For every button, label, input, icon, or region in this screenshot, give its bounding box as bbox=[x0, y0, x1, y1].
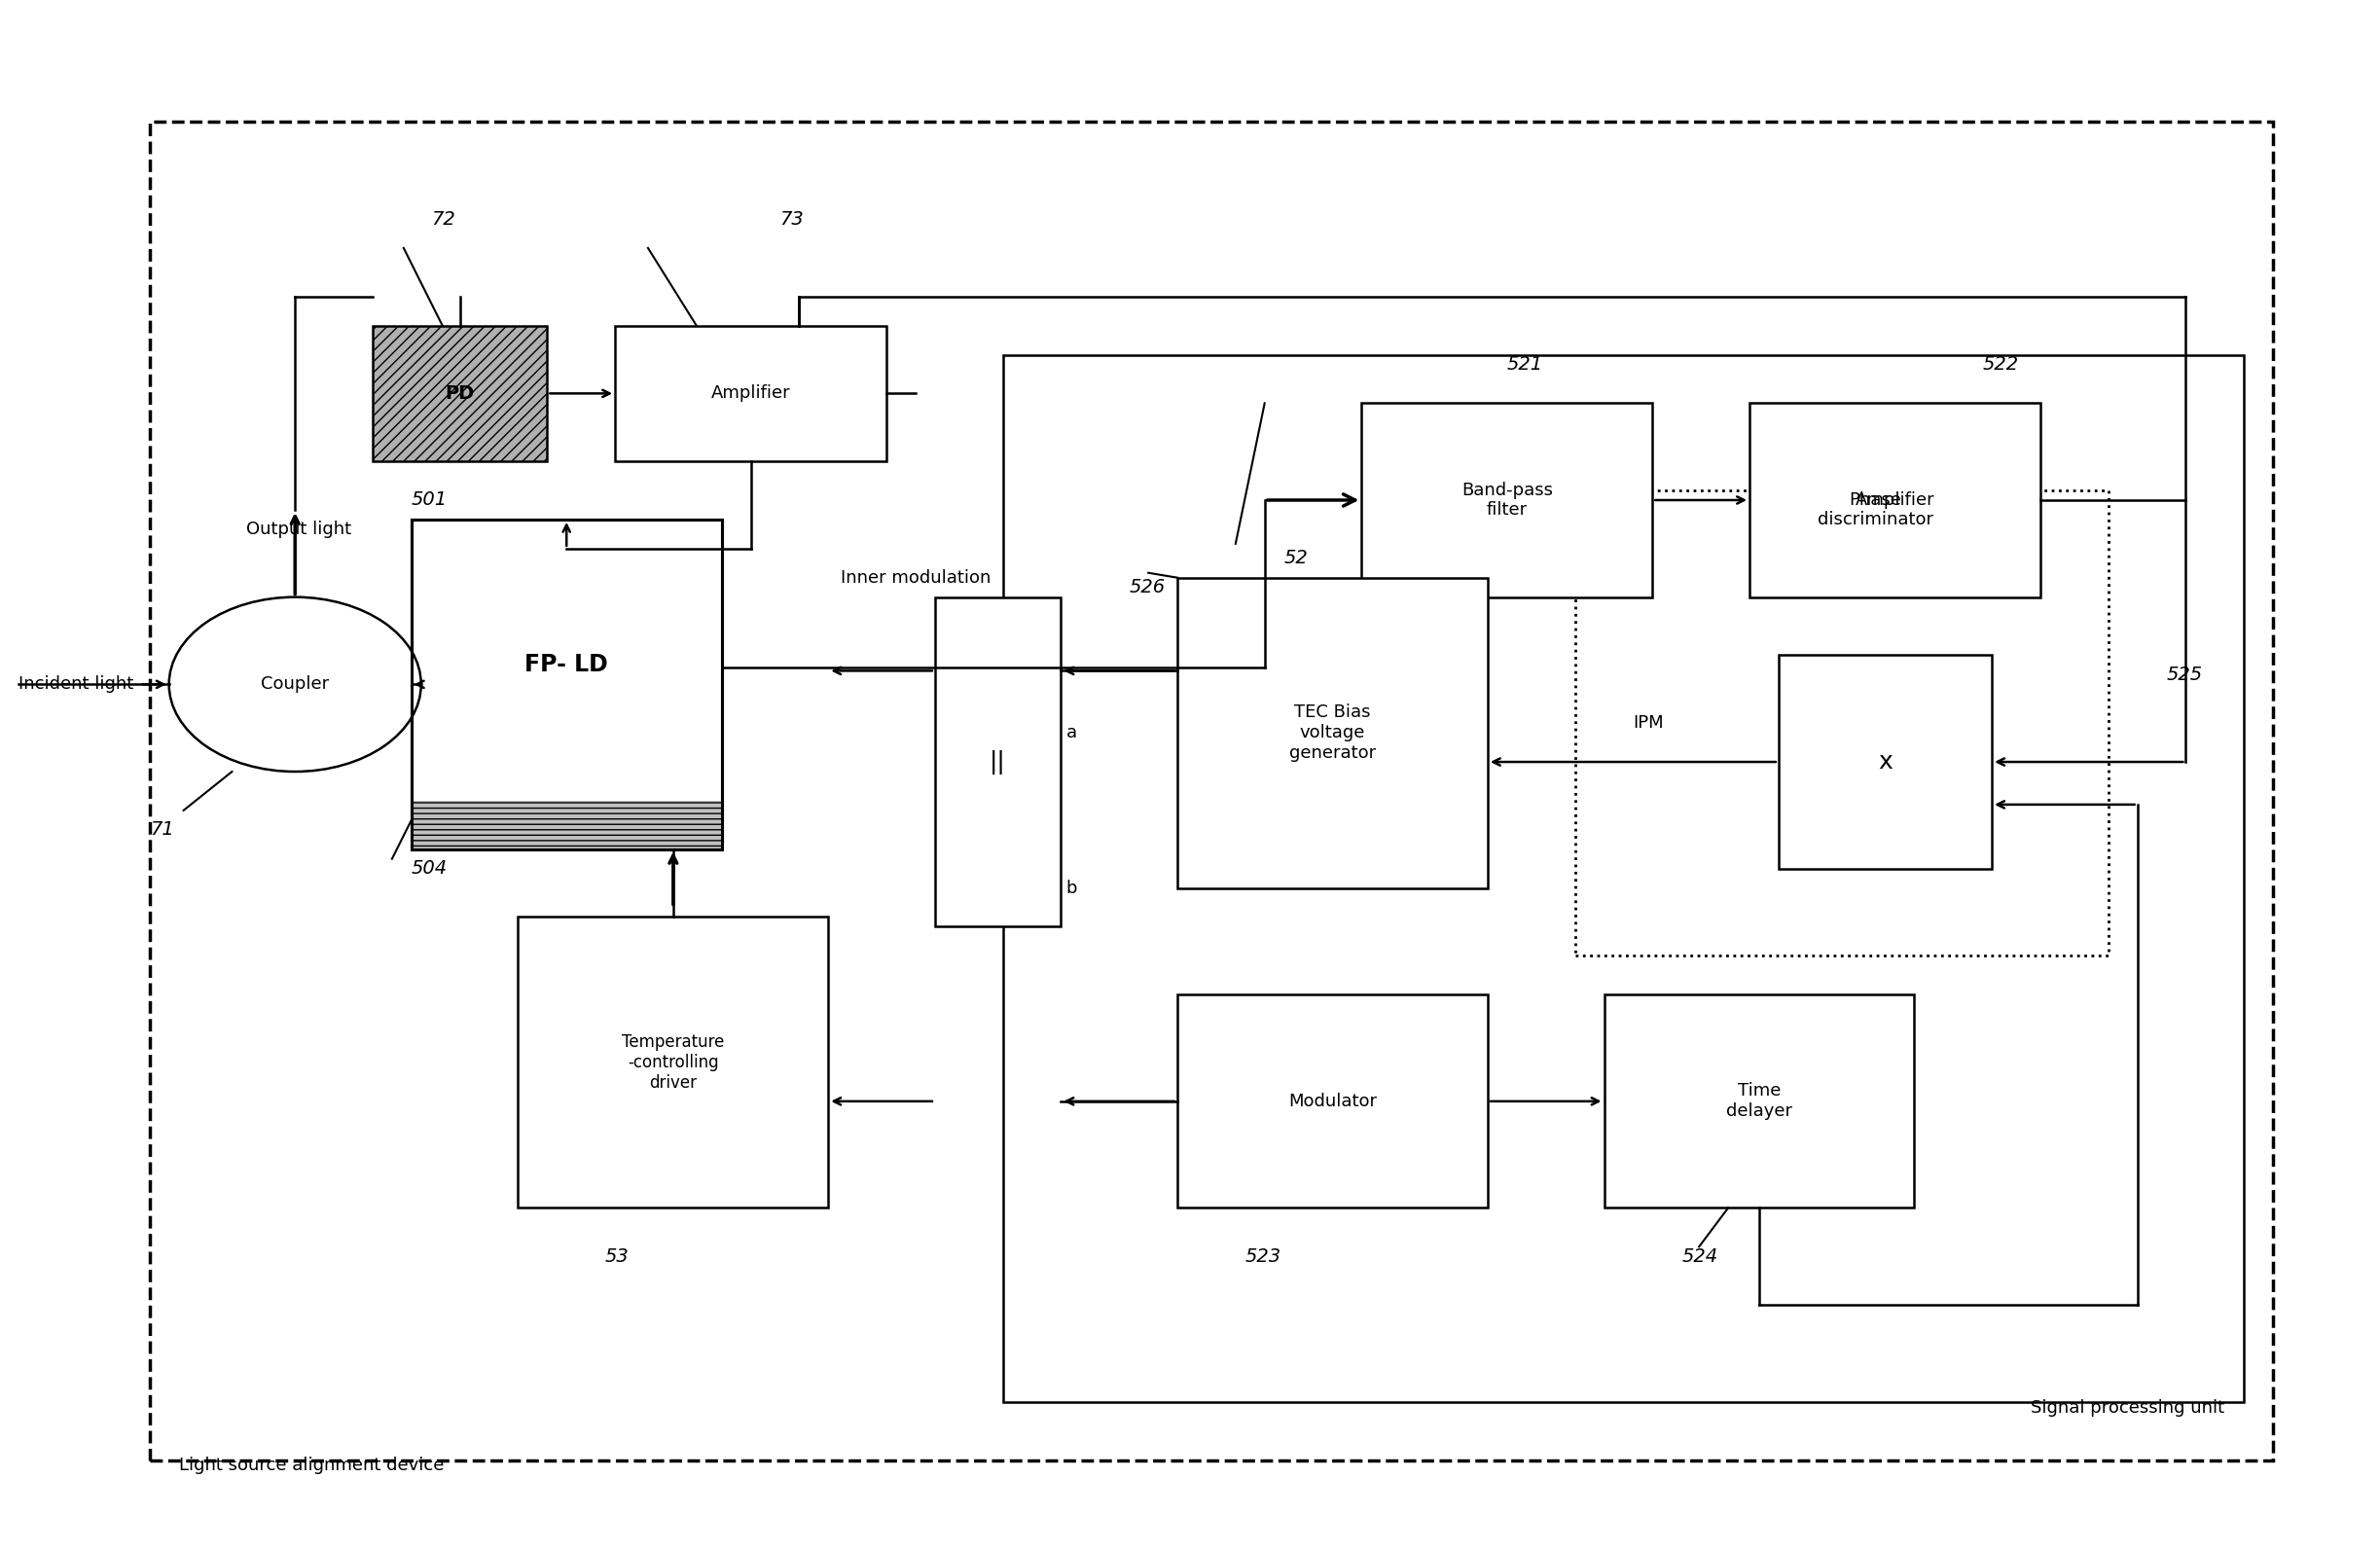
FancyBboxPatch shape bbox=[1749, 403, 2040, 597]
FancyBboxPatch shape bbox=[1576, 490, 2109, 956]
Text: 71: 71 bbox=[150, 820, 174, 839]
FancyBboxPatch shape bbox=[1178, 578, 1488, 888]
Text: Temperature
-controlling
driver: Temperature -controlling driver bbox=[621, 1034, 724, 1091]
FancyBboxPatch shape bbox=[1178, 995, 1488, 1207]
Ellipse shape bbox=[169, 597, 421, 772]
FancyBboxPatch shape bbox=[374, 326, 547, 462]
Text: 525: 525 bbox=[2166, 665, 2202, 684]
Text: 73: 73 bbox=[781, 209, 804, 228]
Text: PD: PD bbox=[445, 384, 474, 403]
Text: Light source alignment device: Light source alignment device bbox=[178, 1457, 443, 1474]
Text: 52: 52 bbox=[1285, 549, 1309, 567]
Text: 504: 504 bbox=[412, 859, 447, 877]
Text: ||: || bbox=[990, 750, 1007, 773]
Text: Inner modulation: Inner modulation bbox=[840, 569, 990, 586]
Text: 523: 523 bbox=[1245, 1248, 1280, 1266]
Text: a: a bbox=[1066, 724, 1076, 741]
Text: Amplifier: Amplifier bbox=[712, 384, 790, 401]
FancyBboxPatch shape bbox=[1361, 403, 1652, 597]
Text: 524: 524 bbox=[1683, 1248, 1718, 1266]
Text: Time
delayer: Time delayer bbox=[1726, 1082, 1792, 1121]
FancyBboxPatch shape bbox=[614, 326, 885, 462]
Text: Phase
discriminator: Phase discriminator bbox=[1818, 491, 1933, 529]
Text: 53: 53 bbox=[605, 1248, 628, 1266]
FancyBboxPatch shape bbox=[1604, 995, 1914, 1207]
Text: 72: 72 bbox=[431, 209, 455, 228]
Text: 501: 501 bbox=[412, 491, 447, 510]
Text: Amplifier: Amplifier bbox=[1854, 491, 1935, 508]
Text: Signal processing unit: Signal processing unit bbox=[2030, 1400, 2225, 1417]
FancyBboxPatch shape bbox=[519, 918, 828, 1207]
Text: Coupler: Coupler bbox=[262, 676, 328, 693]
FancyBboxPatch shape bbox=[412, 801, 721, 849]
FancyBboxPatch shape bbox=[935, 597, 1061, 927]
Text: Band-pass
filter: Band-pass filter bbox=[1461, 480, 1552, 519]
FancyBboxPatch shape bbox=[1778, 656, 1992, 868]
FancyBboxPatch shape bbox=[150, 122, 2273, 1460]
Text: IPM: IPM bbox=[1633, 715, 1664, 732]
Text: 522: 522 bbox=[1983, 355, 2018, 374]
Text: TEC Bias
voltage
generator: TEC Bias voltage generator bbox=[1290, 704, 1376, 761]
FancyBboxPatch shape bbox=[1002, 355, 2244, 1401]
Text: 521: 521 bbox=[1507, 355, 1542, 374]
Text: b: b bbox=[1066, 879, 1078, 897]
Text: Modulator: Modulator bbox=[1288, 1093, 1376, 1110]
Text: x: x bbox=[1878, 750, 1892, 773]
Text: Output light: Output light bbox=[248, 521, 352, 538]
Text: Incident light: Incident light bbox=[19, 676, 133, 693]
FancyBboxPatch shape bbox=[412, 519, 721, 849]
Text: FP- LD: FP- LD bbox=[526, 653, 609, 677]
Text: 526: 526 bbox=[1128, 578, 1166, 597]
